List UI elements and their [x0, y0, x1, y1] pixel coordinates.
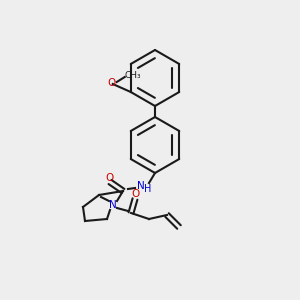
- Text: N: N: [109, 200, 117, 210]
- Text: O: O: [108, 78, 116, 88]
- Text: N: N: [137, 181, 145, 191]
- Text: H: H: [144, 184, 152, 194]
- Text: CH₃: CH₃: [125, 70, 141, 80]
- Text: O: O: [105, 173, 113, 183]
- Text: O: O: [131, 189, 139, 199]
